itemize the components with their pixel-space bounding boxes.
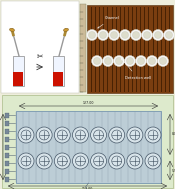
- Bar: [5, 160, 9, 166]
- Circle shape: [155, 32, 162, 39]
- Circle shape: [127, 153, 143, 169]
- Circle shape: [93, 57, 100, 64]
- Circle shape: [132, 32, 139, 39]
- Circle shape: [124, 56, 135, 67]
- Bar: [1, 1, 79, 93]
- Ellipse shape: [10, 28, 15, 32]
- Circle shape: [89, 32, 96, 39]
- Circle shape: [110, 32, 117, 39]
- Circle shape: [127, 127, 143, 143]
- Circle shape: [109, 127, 125, 143]
- Bar: [5, 177, 9, 181]
- Bar: [2, 95, 173, 188]
- Bar: [5, 129, 9, 133]
- Bar: [16, 111, 161, 183]
- Circle shape: [146, 56, 158, 67]
- Text: ✂: ✂: [37, 53, 43, 61]
- Circle shape: [121, 32, 128, 39]
- Text: 8.0: 8.0: [172, 132, 175, 136]
- Circle shape: [138, 57, 145, 64]
- Bar: [53, 72, 63, 85]
- Circle shape: [158, 56, 169, 67]
- Circle shape: [114, 56, 124, 67]
- Circle shape: [145, 127, 161, 143]
- Circle shape: [18, 127, 34, 143]
- Circle shape: [54, 153, 70, 169]
- Text: Detection well: Detection well: [121, 59, 151, 80]
- Circle shape: [152, 29, 163, 40]
- Bar: [5, 153, 9, 157]
- Circle shape: [163, 29, 174, 40]
- Circle shape: [116, 57, 122, 64]
- Bar: [5, 136, 9, 142]
- Text: 21.1: 21.1: [0, 144, 2, 150]
- Circle shape: [108, 29, 120, 40]
- Circle shape: [72, 153, 88, 169]
- Circle shape: [36, 153, 52, 169]
- Circle shape: [109, 153, 125, 169]
- Ellipse shape: [64, 28, 68, 32]
- Circle shape: [103, 56, 114, 67]
- Text: 119.00: 119.00: [82, 187, 93, 189]
- Bar: [87, 5, 173, 93]
- Bar: [12, 56, 23, 86]
- Circle shape: [91, 127, 107, 143]
- Circle shape: [159, 57, 166, 64]
- Text: 127.00: 127.00: [83, 101, 94, 105]
- Circle shape: [18, 153, 34, 169]
- Circle shape: [144, 32, 150, 39]
- Circle shape: [91, 153, 107, 169]
- Circle shape: [36, 127, 52, 143]
- Circle shape: [127, 57, 134, 64]
- Circle shape: [104, 57, 111, 64]
- Circle shape: [92, 56, 103, 67]
- Circle shape: [86, 29, 97, 40]
- Circle shape: [54, 127, 70, 143]
- Circle shape: [166, 32, 173, 39]
- Circle shape: [145, 153, 161, 169]
- Bar: [5, 121, 9, 125]
- Circle shape: [120, 29, 131, 40]
- Bar: [5, 112, 9, 118]
- Circle shape: [131, 29, 142, 40]
- Circle shape: [142, 29, 152, 40]
- Bar: [52, 56, 64, 86]
- Text: Channel: Channel: [98, 16, 120, 28]
- Circle shape: [97, 29, 108, 40]
- Circle shape: [72, 127, 88, 143]
- Circle shape: [149, 57, 156, 64]
- Bar: [13, 72, 23, 85]
- Circle shape: [100, 32, 107, 39]
- Bar: [80, 4, 86, 92]
- Bar: [5, 145, 9, 149]
- Circle shape: [135, 56, 146, 67]
- Text: 5.5: 5.5: [172, 169, 175, 173]
- Bar: [5, 169, 9, 174]
